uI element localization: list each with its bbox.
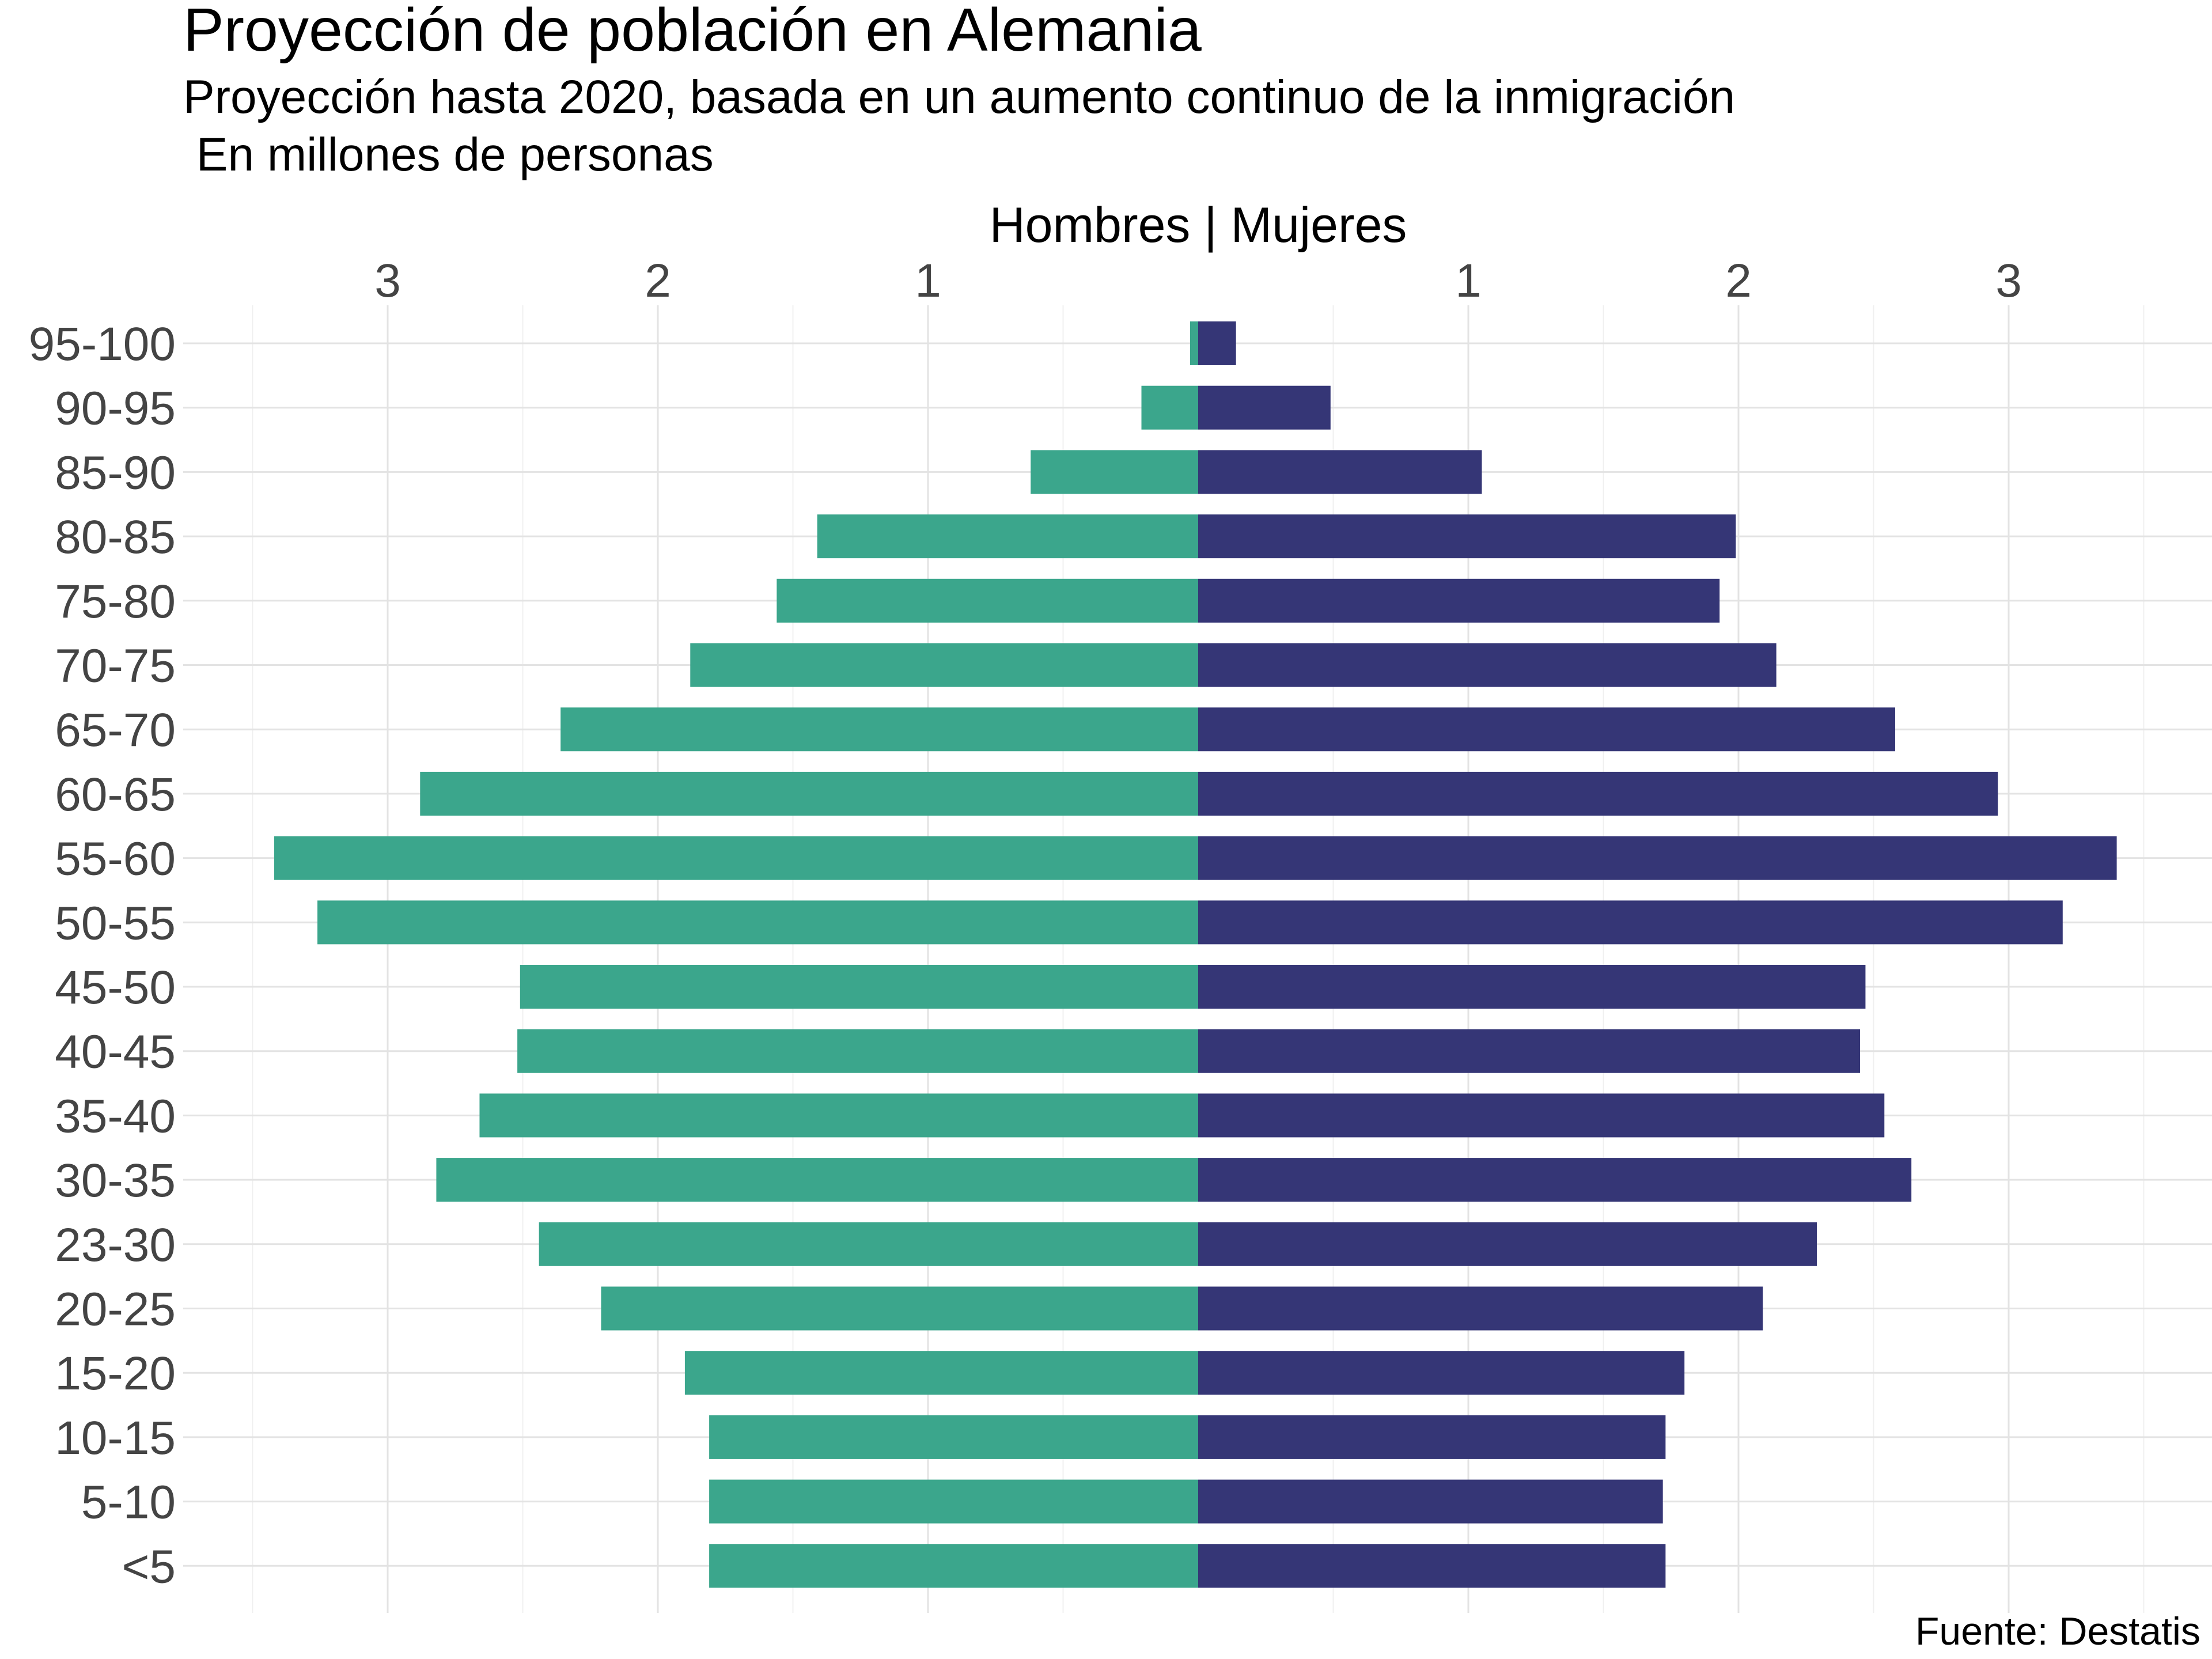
bar-mujeres bbox=[1198, 1479, 1663, 1524]
x-tick-label: 3 bbox=[1995, 255, 2022, 307]
y-axis-categories: 95-100 90-95 85-90 80-85 75-80 70-75 65-70 60-6… bbox=[29, 318, 176, 1593]
bar-mujeres bbox=[1198, 578, 1720, 623]
bar-mujeres bbox=[1198, 1093, 1885, 1138]
bar-hombres bbox=[274, 836, 1198, 880]
y-category-label: 10-15 bbox=[55, 1412, 176, 1464]
x-tick-label: 1 bbox=[1455, 255, 1482, 307]
bar-mujeres bbox=[1198, 1158, 1912, 1202]
bar-hombres bbox=[520, 965, 1198, 1009]
y-category-label: 90-95 bbox=[55, 382, 176, 435]
bar-hombres bbox=[317, 900, 1198, 945]
y-category-label: 70-75 bbox=[55, 640, 176, 692]
bar-hombres bbox=[517, 1029, 1198, 1073]
y-category-label: 60-65 bbox=[55, 768, 176, 821]
y-category-label: 15-20 bbox=[55, 1347, 176, 1400]
bar-hombres bbox=[436, 1158, 1199, 1202]
bar-mujeres bbox=[1198, 1351, 1685, 1395]
bar-hombres bbox=[709, 1415, 1198, 1459]
bar-hombres bbox=[709, 1544, 1198, 1588]
x-axis-label: Hombres | Mujeres bbox=[990, 198, 1407, 253]
chart-title: Proyección de población en Alemania bbox=[183, 0, 1202, 64]
y-category-label: 55-60 bbox=[55, 833, 176, 885]
y-category-label: 20-25 bbox=[55, 1283, 176, 1336]
bar-mujeres bbox=[1198, 1286, 1763, 1331]
bar-mujeres bbox=[1198, 514, 1736, 559]
bar-hombres bbox=[684, 1351, 1198, 1395]
bar-mujeres bbox=[1198, 900, 2063, 945]
y-category-label: 45-50 bbox=[55, 961, 176, 1014]
bar-mujeres bbox=[1198, 707, 1896, 752]
bar-hombres bbox=[1190, 321, 1198, 365]
bar-mujeres bbox=[1198, 321, 1236, 365]
bar-mujeres bbox=[1198, 1415, 1666, 1459]
y-category-label: 23-30 bbox=[55, 1219, 176, 1271]
bar-mujeres bbox=[1198, 1029, 1861, 1073]
bar-mujeres bbox=[1198, 965, 1866, 1009]
y-category-label: 80-85 bbox=[55, 511, 176, 563]
chart-subtitle-line-2: En millones de personas bbox=[183, 128, 714, 181]
bar-mujeres bbox=[1198, 450, 1482, 494]
bar-mujeres bbox=[1198, 771, 1998, 816]
x-axis-ticks: 3 2 1 1 2 3 bbox=[374, 255, 2022, 307]
bar-mujeres bbox=[1198, 643, 1777, 687]
y-category-label: 75-80 bbox=[55, 575, 176, 628]
x-tick-label: 2 bbox=[1725, 255, 1752, 307]
bar-mujeres bbox=[1198, 385, 1331, 430]
x-tick-label: 1 bbox=[915, 255, 941, 307]
chart-caption: Fuente: Destatis bbox=[1915, 1609, 2200, 1653]
y-category-label: 95-100 bbox=[29, 318, 176, 370]
bar-mujeres bbox=[1198, 1544, 1666, 1588]
bar-hombres bbox=[690, 643, 1198, 687]
x-tick-label: 3 bbox=[374, 255, 401, 307]
y-category-label: 65-70 bbox=[55, 704, 176, 756]
x-tick-label: 2 bbox=[645, 255, 671, 307]
y-category-label: 85-90 bbox=[55, 446, 176, 499]
y-category-label: <5 bbox=[122, 1540, 176, 1593]
bar-hombres bbox=[777, 578, 1198, 623]
bar-mujeres bbox=[1198, 1222, 1817, 1266]
bar-hombres bbox=[601, 1286, 1198, 1331]
bar-hombres bbox=[817, 514, 1198, 559]
y-category-label: 5-10 bbox=[81, 1476, 176, 1529]
y-category-label: 40-45 bbox=[55, 1026, 176, 1078]
bars bbox=[274, 321, 2117, 1588]
bar-hombres bbox=[709, 1479, 1198, 1524]
chart-subtitle-line-1: Proyección hasta 2020, basada en un aume… bbox=[183, 71, 1735, 123]
bar-mujeres bbox=[1198, 836, 2117, 880]
y-category-label: 50-55 bbox=[55, 897, 176, 949]
bar-hombres bbox=[539, 1222, 1198, 1266]
bar-hombres bbox=[560, 707, 1199, 752]
y-category-label: 35-40 bbox=[55, 1090, 176, 1142]
bar-hombres bbox=[1141, 385, 1198, 430]
bar-hombres bbox=[479, 1093, 1199, 1138]
bar-hombres bbox=[1031, 450, 1198, 494]
y-category-label: 30-35 bbox=[55, 1154, 176, 1207]
bar-hombres bbox=[420, 771, 1198, 816]
